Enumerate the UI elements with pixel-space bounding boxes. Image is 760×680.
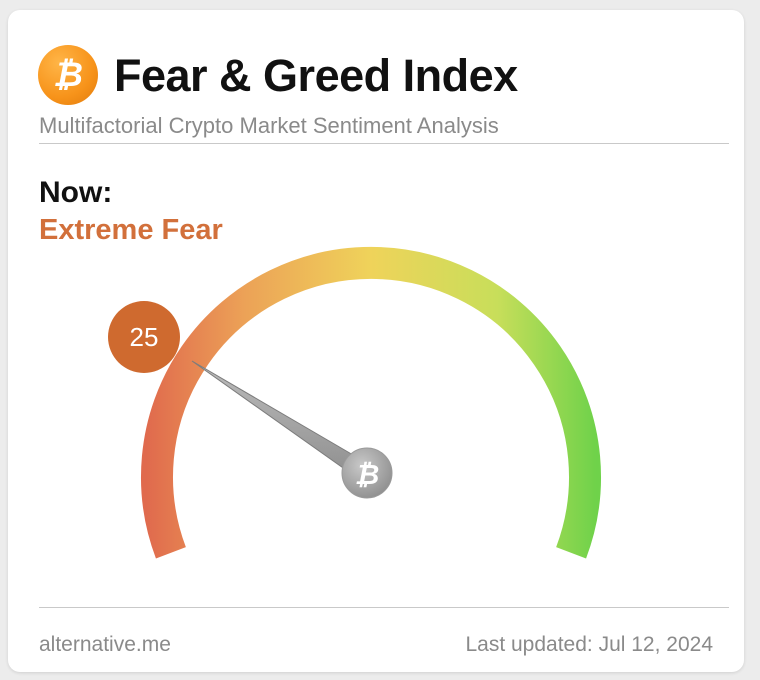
hub-bitcoin-icon: ₿ — [355, 459, 380, 490]
sentiment-gauge: ₿ — [141, 246, 601, 559]
gauge-hub — [341, 447, 393, 499]
footer-divider — [39, 607, 729, 608]
svg-text:₿: ₿ — [53, 56, 83, 94]
sentiment-classification: Extreme Fear — [39, 214, 223, 246]
gauge-track — [141, 246, 601, 559]
page-subtitle: Multifactorial Crypto Market Sentiment A… — [39, 113, 499, 138]
page-title: Fear & Greed Index — [114, 50, 518, 101]
source-link[interactable]: alternative.me — [39, 633, 171, 656]
bitcoin-icon: ₿ — [38, 45, 98, 105]
index-value-badge: 25 — [108, 301, 180, 373]
last-updated-text: Last updated: Jul 12, 2024 — [465, 633, 713, 656]
now-label: Now: — [39, 176, 113, 209]
fear-greed-card: ₿ Fear & Greed Index Multifactorial Cryp… — [8, 10, 744, 672]
header-divider — [39, 143, 729, 144]
